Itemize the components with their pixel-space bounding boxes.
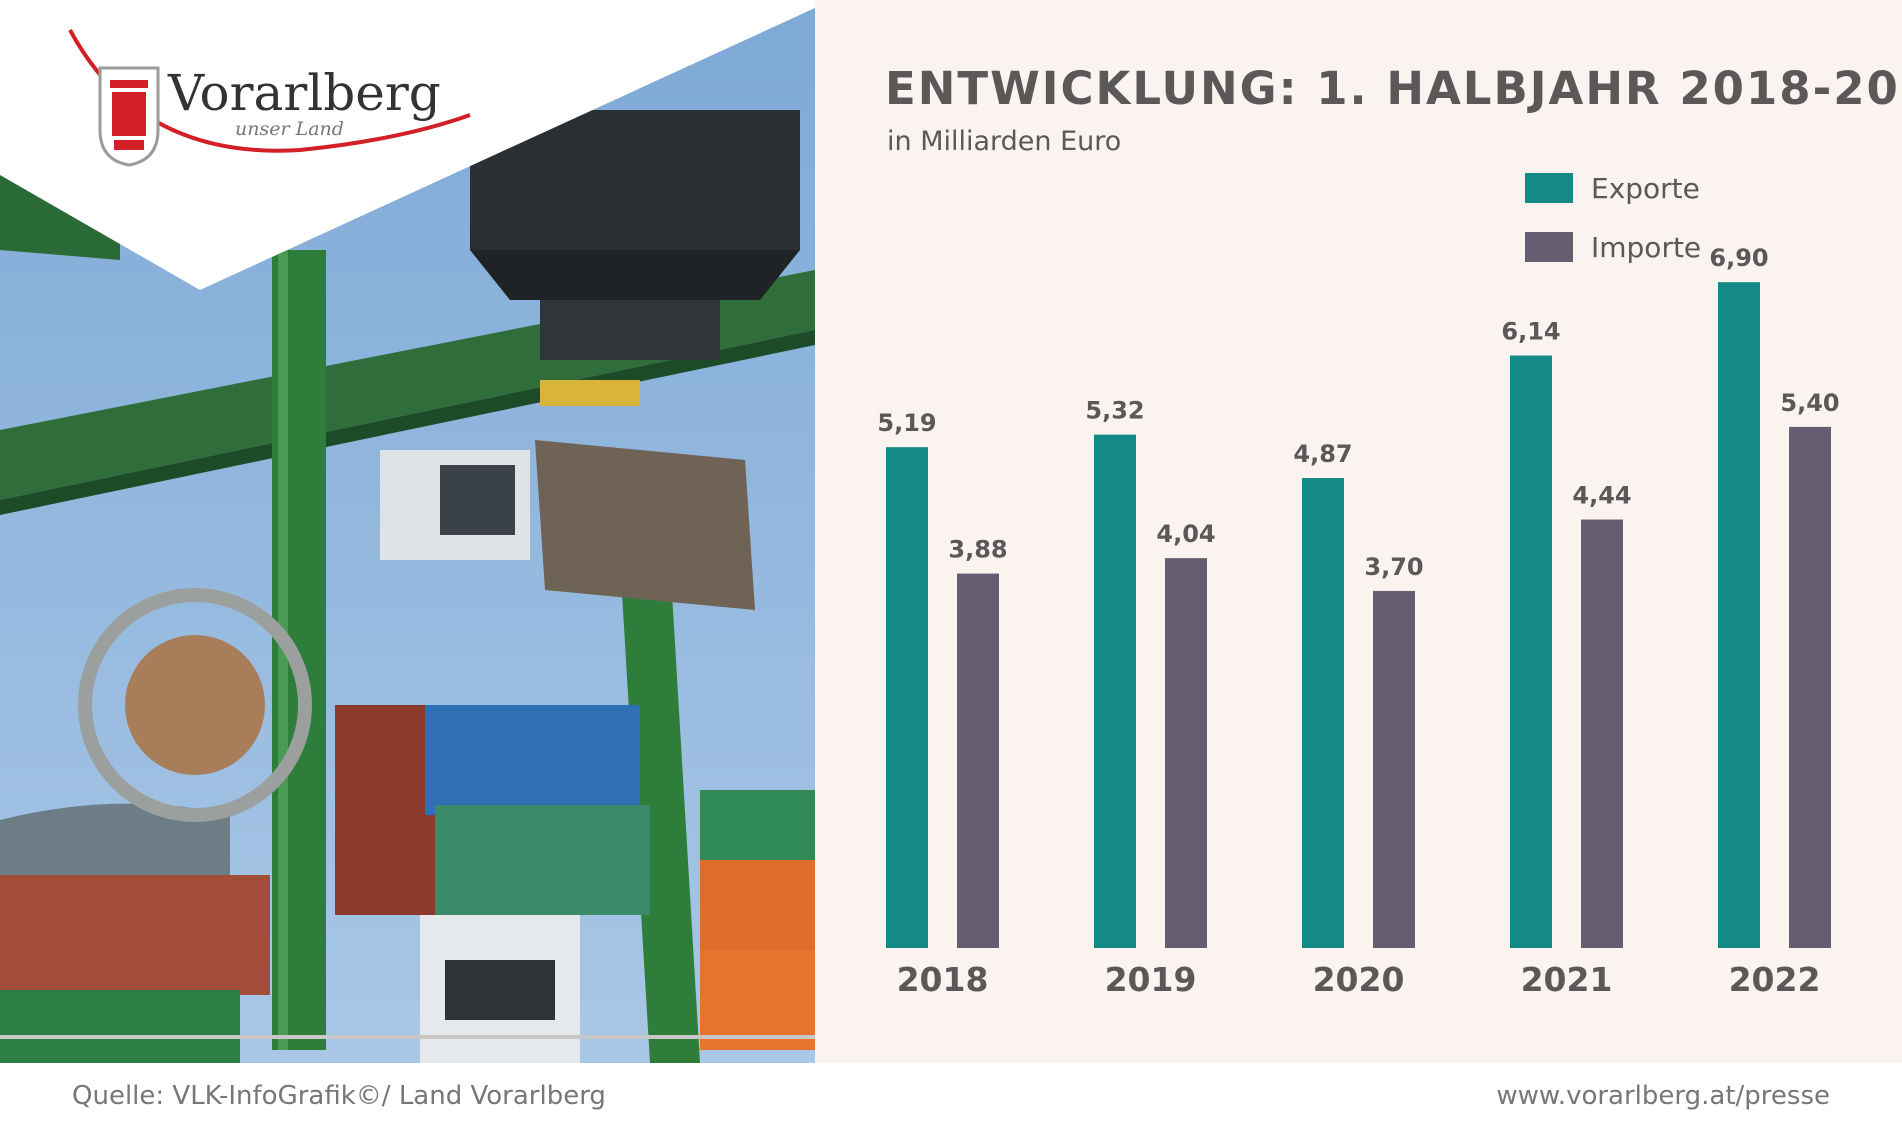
bar-importe-2020 bbox=[1373, 590, 1415, 948]
coat-of-arms-icon bbox=[98, 66, 160, 167]
bar-importe-2018 bbox=[957, 573, 999, 948]
data-label-importe-2022: 5,40 bbox=[1780, 389, 1839, 417]
data-label-exporte-2019: 5,32 bbox=[1085, 397, 1144, 425]
source-credit: Quelle: VLK-InfoGrafik©/ Land Vorarlberg bbox=[72, 1081, 606, 1111]
legend-swatch-exporte bbox=[1525, 173, 1573, 203]
legend-label-importe: Importe bbox=[1591, 230, 1702, 264]
x-tick-label-2019: 2019 bbox=[1105, 960, 1197, 999]
data-label-importe-2018: 3,88 bbox=[948, 536, 1007, 564]
bar-importe-2021 bbox=[1581, 519, 1623, 948]
data-label-exporte-2018: 5,19 bbox=[877, 409, 936, 437]
bar-exporte-2018 bbox=[886, 447, 928, 948]
logo-tagline: unser Land bbox=[235, 118, 344, 140]
chart-subtitle: in Milliarden Euro bbox=[887, 126, 1122, 157]
logo-wordmark: Vorarlberg bbox=[168, 64, 441, 122]
x-tick-label-2020: 2020 bbox=[1313, 960, 1405, 999]
bar-importe-2022 bbox=[1789, 426, 1831, 948]
data-label-importe-2020: 3,70 bbox=[1364, 553, 1423, 581]
footer: Quelle: VLK-InfoGrafik©/ Land Vorarlberg… bbox=[0, 1063, 1902, 1134]
x-tick-label-2021: 2021 bbox=[1521, 960, 1613, 999]
bar-exporte-2020 bbox=[1302, 478, 1344, 948]
data-label-importe-2021: 4,44 bbox=[1572, 482, 1631, 510]
data-label-exporte-2022: 6,90 bbox=[1709, 244, 1768, 272]
container-terminal-photo bbox=[0, 0, 815, 1063]
data-label-exporte-2020: 4,87 bbox=[1293, 440, 1352, 468]
bar-exporte-2021 bbox=[1510, 355, 1552, 948]
data-label-exporte-2021: 6,14 bbox=[1501, 317, 1560, 345]
legend-label-exporte: Exporte bbox=[1591, 171, 1700, 205]
x-tick-label-2018: 2018 bbox=[897, 960, 989, 999]
x-tick-label-2022: 2022 bbox=[1729, 960, 1821, 999]
bar-importe-2019 bbox=[1165, 558, 1207, 948]
chart-title: ENTWICKLUNG: 1. HALBJAHR 2018-2022 bbox=[885, 62, 1902, 115]
legend-item-exporte: Exporte bbox=[1525, 171, 1700, 205]
legend-swatch-importe bbox=[1525, 232, 1573, 262]
bar-exporte-2022 bbox=[1718, 282, 1760, 948]
bar-chart: 5,19 3,88 2018 5,32 4,04 2019 4,87 3,70 2020 6,14… bbox=[877, 244, 1839, 999]
website-link[interactable]: www.vorarlberg.at/presse bbox=[1496, 1081, 1830, 1111]
chart-panel: ENTWICKLUNG: 1. HALBJAHR 2018-2022 in Mi… bbox=[815, 0, 1902, 1063]
bar-exporte-2019 bbox=[1094, 434, 1136, 948]
legend-item-importe: Importe bbox=[1525, 230, 1702, 264]
data-label-importe-2019: 4,04 bbox=[1156, 520, 1215, 548]
